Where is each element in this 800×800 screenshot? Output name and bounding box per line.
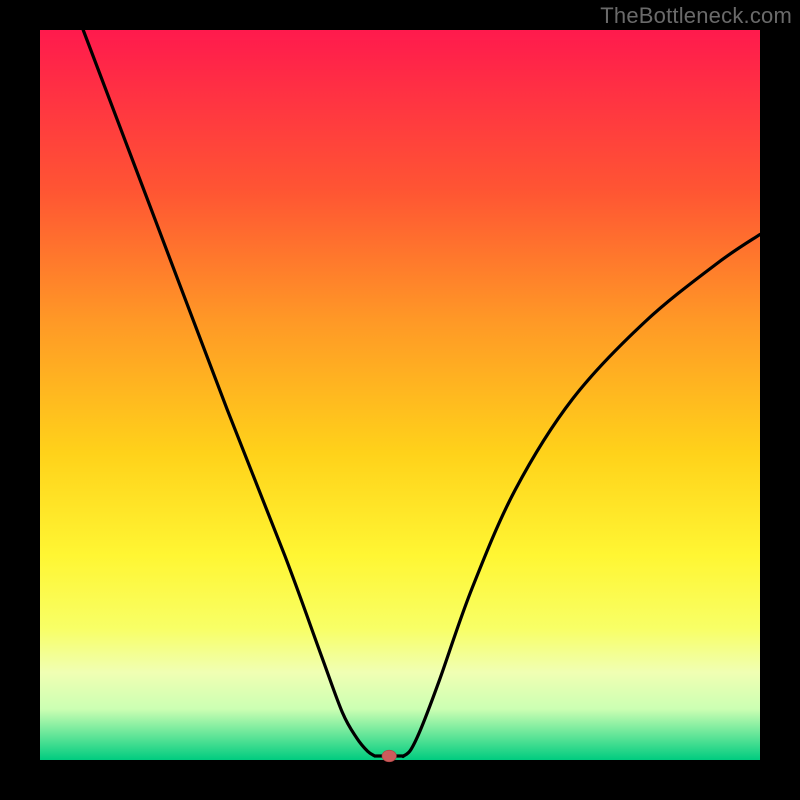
watermark-text: TheBottleneck.com — [600, 3, 792, 29]
minimum-marker — [382, 750, 396, 762]
figure-container: TheBottleneck.com — [0, 0, 800, 800]
bottleneck-plot — [0, 0, 800, 800]
plot-background — [40, 30, 760, 760]
